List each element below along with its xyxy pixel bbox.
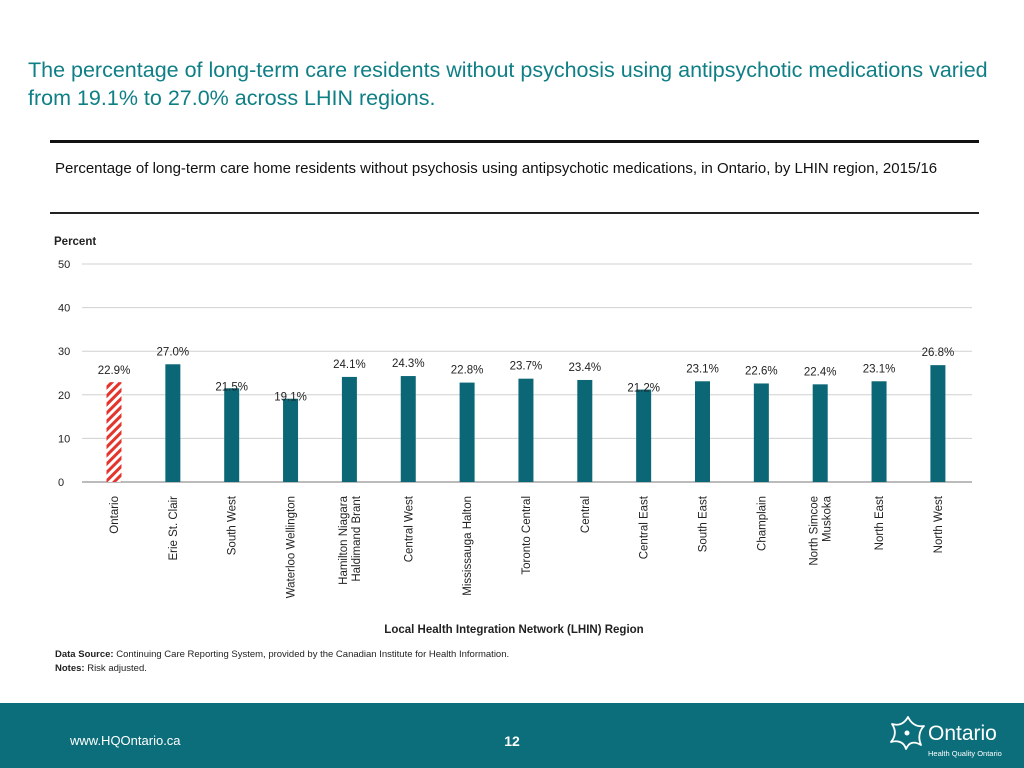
x-axis-title: Local Health Integration Network (LHIN) … xyxy=(384,624,643,636)
value-label: 22.9% xyxy=(98,365,131,377)
headline: The percentage of long-term care residen… xyxy=(28,58,988,110)
bar xyxy=(518,378,534,482)
trillium-icon xyxy=(890,716,925,750)
value-label: 23.4% xyxy=(568,362,601,374)
bar xyxy=(695,381,710,482)
logo-wordmark: Ontario xyxy=(928,722,997,745)
x-tick-label: Erie St. Clair xyxy=(168,496,180,561)
bar xyxy=(753,383,769,482)
source-label: Data Source: xyxy=(55,649,114,660)
x-tick-label: North East xyxy=(874,495,886,550)
bar-ontario xyxy=(106,382,122,482)
footer-url[interactable]: www.HQOntario.ca xyxy=(70,733,181,748)
bar xyxy=(224,388,240,482)
bar xyxy=(636,389,652,482)
bar xyxy=(400,376,416,482)
subtitle-divider xyxy=(50,212,979,214)
value-label: 27.0% xyxy=(157,346,190,358)
value-label: 23.1% xyxy=(863,363,896,375)
x-tick-label: Waterloo Wellington xyxy=(286,496,298,598)
value-label: 22.8% xyxy=(451,365,484,377)
x-tick-label: South East xyxy=(698,495,710,552)
y-tick-label: 50 xyxy=(58,259,70,271)
value-label: 21.5% xyxy=(215,381,248,393)
footer-bar: www.HQOntario.ca 12 Ontario Health Quali… xyxy=(0,703,1024,768)
value-label: 24.3% xyxy=(392,358,425,370)
bar xyxy=(930,365,946,482)
x-tick-label: Champlain xyxy=(756,496,768,551)
value-label: 21.2% xyxy=(627,383,660,395)
x-tick-label: North Simcoe xyxy=(809,496,821,566)
x-tick-label: Hamilton Niagara xyxy=(338,495,350,584)
x-tick-label: Ontario xyxy=(109,496,121,534)
x-tick-label: Muskoka xyxy=(822,495,834,542)
x-tick-label: Mississauga Halton xyxy=(462,496,474,596)
x-tick-label: Toronto Central xyxy=(521,496,533,575)
bar xyxy=(459,382,475,482)
y-tick-label: 30 xyxy=(58,346,70,358)
ontario-logo: Ontario Health Quality Ontario xyxy=(888,711,1008,763)
x-tick-label: Central East xyxy=(639,495,651,559)
bar xyxy=(871,381,887,482)
x-tick-label: Haldimand Brant xyxy=(351,495,363,581)
bar xyxy=(283,398,299,482)
bar xyxy=(812,384,828,482)
chart-subtitle: Percentage of long-term care home reside… xyxy=(55,160,938,177)
x-tick-label: North West xyxy=(933,495,945,553)
value-label: 23.7% xyxy=(510,361,543,373)
bar xyxy=(577,379,593,482)
value-label: 26.8% xyxy=(922,347,955,359)
value-label: 19.1% xyxy=(274,392,307,404)
data-source-note: Data Source: Continuing Care Reporting S… xyxy=(55,648,509,676)
page-number: 12 xyxy=(504,733,520,749)
chart: 0 10 20 30 40 50 22.9% Ontario 27.0% Erie St. Cla… xyxy=(54,236,972,636)
x-tick-label: Central West xyxy=(403,495,415,562)
notes-label: Notes: xyxy=(55,663,85,674)
logo-subtitle: Health Quality Ontario xyxy=(928,749,1002,758)
x-tick-label: South West xyxy=(227,495,239,555)
x-tick-label: Central xyxy=(580,496,592,533)
value-label: 24.1% xyxy=(333,359,366,371)
value-label: 23.1% xyxy=(686,363,719,375)
y-tick-label: 0 xyxy=(58,477,64,489)
y-axis-title: Percent xyxy=(54,236,96,248)
value-label: 22.6% xyxy=(745,365,778,377)
y-tick-label: 40 xyxy=(58,303,70,315)
bar xyxy=(341,376,357,482)
bar xyxy=(165,364,181,482)
value-label: 22.4% xyxy=(804,366,837,378)
y-tick-label: 20 xyxy=(58,390,70,402)
y-tick-label: 10 xyxy=(58,433,70,445)
source-text: Continuing Care Reporting System, provid… xyxy=(116,649,510,660)
header-divider xyxy=(50,140,979,143)
notes-text: Risk adjusted. xyxy=(87,663,147,674)
